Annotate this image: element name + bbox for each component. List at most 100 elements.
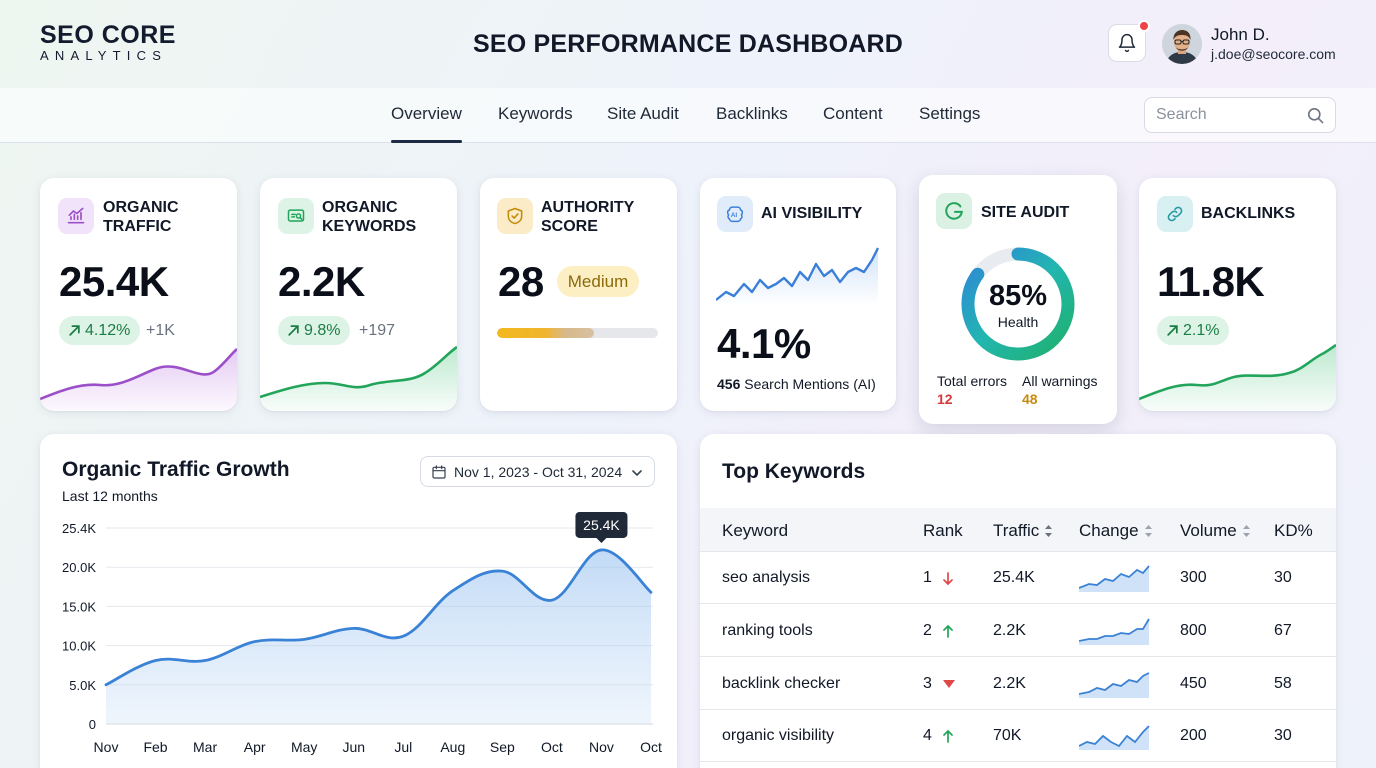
- x-tick-label: May: [291, 739, 317, 755]
- data-point[interactable]: [252, 639, 258, 645]
- tab-backlinks[interactable]: Backlinks: [716, 104, 788, 123]
- search-icon[interactable]: [1306, 106, 1325, 125]
- health-label: Health: [997, 314, 1039, 330]
- sort-icon[interactable]: [1144, 524, 1153, 538]
- data-point[interactable]: [351, 625, 357, 631]
- traffic-growth-chart: 0 5.0K 10.0K 15.0K 20.0K 25.4K Nov Feb Mar Apr May…: [62, 511, 662, 755]
- table-row[interactable]: backlink checker 3 2.2K 450 58: [700, 658, 1336, 710]
- volume-cell: 300: [1180, 569, 1207, 586]
- table-row[interactable]: organic visibility 4 70K 200 30: [700, 710, 1336, 762]
- link-icon: [1157, 196, 1193, 232]
- change-sparkline: [1079, 725, 1150, 750]
- rank-cell: 1: [923, 569, 932, 586]
- change-value: 2.1%: [1183, 321, 1220, 339]
- change-pill: 2.1%: [1157, 316, 1230, 345]
- x-tick-label: Oct: [541, 739, 563, 755]
- site-audit-card[interactable]: SITE AUDIT Total errors 12 All warnings …: [919, 175, 1117, 424]
- card-label: SITE AUDIT: [981, 204, 1070, 221]
- ai-brain-icon: AI: [717, 196, 753, 232]
- arrow-up-icon: [943, 729, 953, 743]
- search-input[interactable]: [1156, 106, 1296, 124]
- traffic-area: [106, 549, 651, 724]
- backlinks-card[interactable]: BACKLINKS 11.8K 2.1%: [1139, 178, 1336, 411]
- data-point[interactable]: [103, 682, 109, 688]
- brand-logo[interactable]: SEO CORE ANALYTICS: [40, 22, 176, 63]
- sort-icon[interactable]: [1242, 524, 1251, 538]
- col-kd[interactable]: KD%: [1274, 521, 1313, 541]
- card-label-line2: KEYWORDS: [322, 218, 417, 235]
- keyword-cell[interactable]: ranking tools: [722, 622, 813, 639]
- change-pill: 4.12%: [59, 316, 141, 345]
- user-name[interactable]: John D.: [1211, 25, 1270, 44]
- data-point[interactable]: [450, 588, 456, 594]
- arrow-up-right-icon: [1167, 325, 1178, 336]
- col-rank-label: Rank: [923, 521, 963, 540]
- volume-cell: 450: [1180, 675, 1207, 692]
- col-volume-label: Volume: [1180, 521, 1237, 540]
- rank-cell: 3: [923, 675, 932, 692]
- x-tick-label: Aug: [440, 739, 465, 755]
- tab-settings[interactable]: Settings: [919, 104, 981, 123]
- col-keyword[interactable]: Keyword: [722, 521, 788, 541]
- volume-cell: 800: [1180, 622, 1207, 639]
- tab-overview[interactable]: Overview: [391, 104, 462, 143]
- kpi-value: 2.2K: [278, 258, 365, 305]
- organic-keywords-sparkline: [260, 345, 457, 411]
- x-tick-label: Jun: [342, 739, 365, 755]
- kpi-value: 25.4K: [59, 258, 169, 305]
- errors-value[interactable]: 12: [937, 391, 953, 407]
- warnings-value[interactable]: 48: [1022, 391, 1038, 407]
- brand-tagline: ANALYTICS: [40, 48, 168, 63]
- col-rank[interactable]: Rank: [923, 521, 963, 541]
- shield-icon: [497, 198, 533, 234]
- data-point[interactable]: [400, 633, 406, 639]
- x-tick-label: Feb: [143, 739, 167, 755]
- table-row[interactable]: seo analysis 1 25.4K 300 30: [700, 552, 1336, 604]
- x-tick-label: Oct: [640, 739, 662, 755]
- tab-keywords[interactable]: Keywords: [498, 104, 573, 123]
- data-point[interactable]: [153, 657, 159, 663]
- data-point[interactable]: [499, 568, 505, 574]
- change-pill: 9.8%: [278, 316, 351, 345]
- keyword-cell[interactable]: backlink checker: [722, 675, 841, 692]
- health-ring-arc: [961, 247, 1075, 361]
- tab-site-audit[interactable]: Site Audit: [607, 104, 679, 123]
- ai-mentions: 456 Search Mentions (AI): [717, 376, 876, 392]
- organic-keywords-card[interactable]: ORGANIC KEYWORDS 2.2K 9.8% +197: [260, 178, 457, 411]
- data-point[interactable]: [598, 547, 604, 553]
- avatar[interactable]: [1162, 24, 1202, 64]
- chart-tooltip-text: 25.4K: [583, 517, 620, 533]
- ai-visibility-sparkline: [716, 247, 880, 306]
- card-label-line1: ORGANIC: [103, 199, 179, 216]
- triangle-down-icon: [943, 680, 955, 688]
- card-label-line2: TRAFFIC: [103, 218, 172, 235]
- col-kd-label: KD%: [1274, 521, 1313, 540]
- authority-score-card[interactable]: AUTHORITY SCORE 28: [480, 178, 677, 411]
- col-traffic[interactable]: Traffic: [993, 521, 1053, 541]
- card-label-line1: AUTHORITY: [541, 199, 635, 216]
- col-change[interactable]: Change: [1079, 521, 1153, 541]
- data-point[interactable]: [648, 589, 654, 595]
- col-volume[interactable]: Volume: [1180, 521, 1251, 541]
- bell-icon: [1118, 33, 1136, 53]
- traffic-panel-subtitle: Last 12 months: [62, 488, 158, 504]
- tab-content[interactable]: Content: [823, 104, 883, 123]
- keyword-cell[interactable]: seo analysis: [722, 569, 811, 586]
- data-point[interactable]: [549, 597, 555, 603]
- organic-traffic-card[interactable]: ORGANIC TRAFFIC 25.4K 4.12% +1K: [40, 178, 237, 411]
- card-label-line1: ORGANIC: [322, 199, 398, 216]
- data-point[interactable]: [202, 657, 208, 663]
- x-tick-label: Mar: [193, 739, 217, 755]
- sort-icon[interactable]: [1044, 524, 1053, 538]
- ai-visibility-card[interactable]: AI AI VISIBILITY 4.1% 456 Search Mention…: [700, 178, 896, 411]
- data-point[interactable]: [301, 636, 307, 642]
- keyword-cell[interactable]: organic visibility: [722, 727, 835, 744]
- date-range-picker[interactable]: Nov 1, 2023 - Oct 31, 2024: [420, 456, 655, 487]
- y-tick-label: 5.0K: [69, 678, 96, 693]
- table-row[interactable]: ranking tools 2 2.2K 800 67: [700, 605, 1336, 657]
- health-ring: [961, 247, 1075, 361]
- card-label: AI VISIBILITY: [761, 205, 863, 222]
- search-box[interactable]: [1144, 97, 1336, 133]
- traffic-line: [104, 548, 653, 687]
- notifications-button[interactable]: [1108, 20, 1150, 62]
